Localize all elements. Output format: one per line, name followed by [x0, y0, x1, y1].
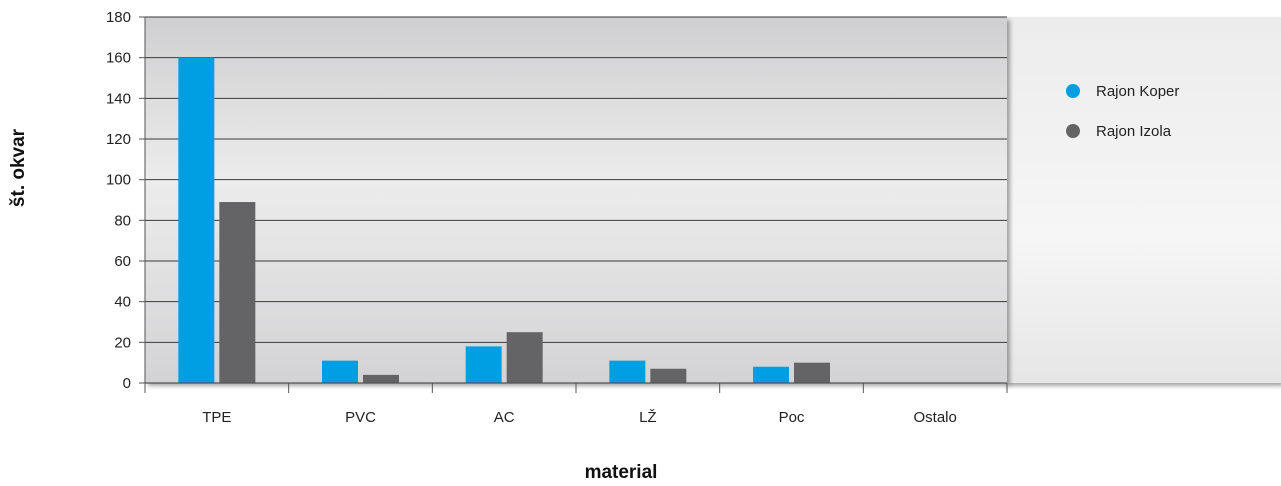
x-tick-label: Poc — [779, 409, 805, 426]
y-tick-label: 180 — [106, 9, 131, 26]
bar-rajon-koper — [609, 360, 646, 383]
legend-label: Rajon Izola — [1096, 123, 1172, 140]
bar-rajon-izola — [794, 362, 830, 383]
y-tick-label: 140 — [106, 90, 131, 107]
bar-rajon-koper — [753, 366, 789, 383]
x-tick-label: Ostalo — [913, 409, 956, 426]
bar-rajon-izola — [506, 332, 543, 383]
y-tick-label: 80 — [114, 212, 131, 229]
gridlines — [145, 16, 1007, 343]
y-tick-label: 120 — [106, 131, 131, 148]
bar-rajon-koper — [178, 57, 215, 384]
y-tick-label: 40 — [114, 294, 131, 311]
y-tick-label: 160 — [106, 50, 131, 67]
y-axis-ticks: 0 20 40 60 80 100 120 140 160 180 — [106, 9, 145, 392]
y-axis-title: št. okvar — [8, 128, 29, 207]
legend: Rajon Koper Rajon Izola — [1066, 83, 1179, 140]
legend-marker — [1066, 124, 1080, 138]
y-tick-label: 100 — [106, 172, 131, 189]
bar-rajon-izola — [650, 368, 687, 383]
bars — [178, 57, 830, 384]
plot-area — [145, 17, 1007, 383]
x-tick-label: PVC — [345, 409, 376, 426]
legend-marker — [1066, 84, 1080, 98]
x-tick-label: TPE — [202, 409, 231, 426]
x-tick-label: AC — [494, 409, 515, 426]
x-axis-title: material — [585, 462, 658, 483]
y-tick-label: 20 — [114, 334, 131, 351]
y-tick-label: 0 — [123, 375, 131, 392]
x-tick-label: LŽ — [639, 409, 657, 426]
bar-rajon-koper — [322, 360, 358, 383]
bar-rajon-izola — [363, 374, 399, 383]
y-tick-label: 60 — [114, 253, 131, 270]
x-axis-ticks: TPE PVC AC LŽ Poc Ostalo — [144, 383, 1008, 426]
legend-label: Rajon Koper — [1096, 83, 1179, 100]
legend-panel — [1005, 17, 1281, 383]
bar-rajon-koper — [465, 346, 502, 383]
bar-rajon-izola — [219, 202, 256, 383]
